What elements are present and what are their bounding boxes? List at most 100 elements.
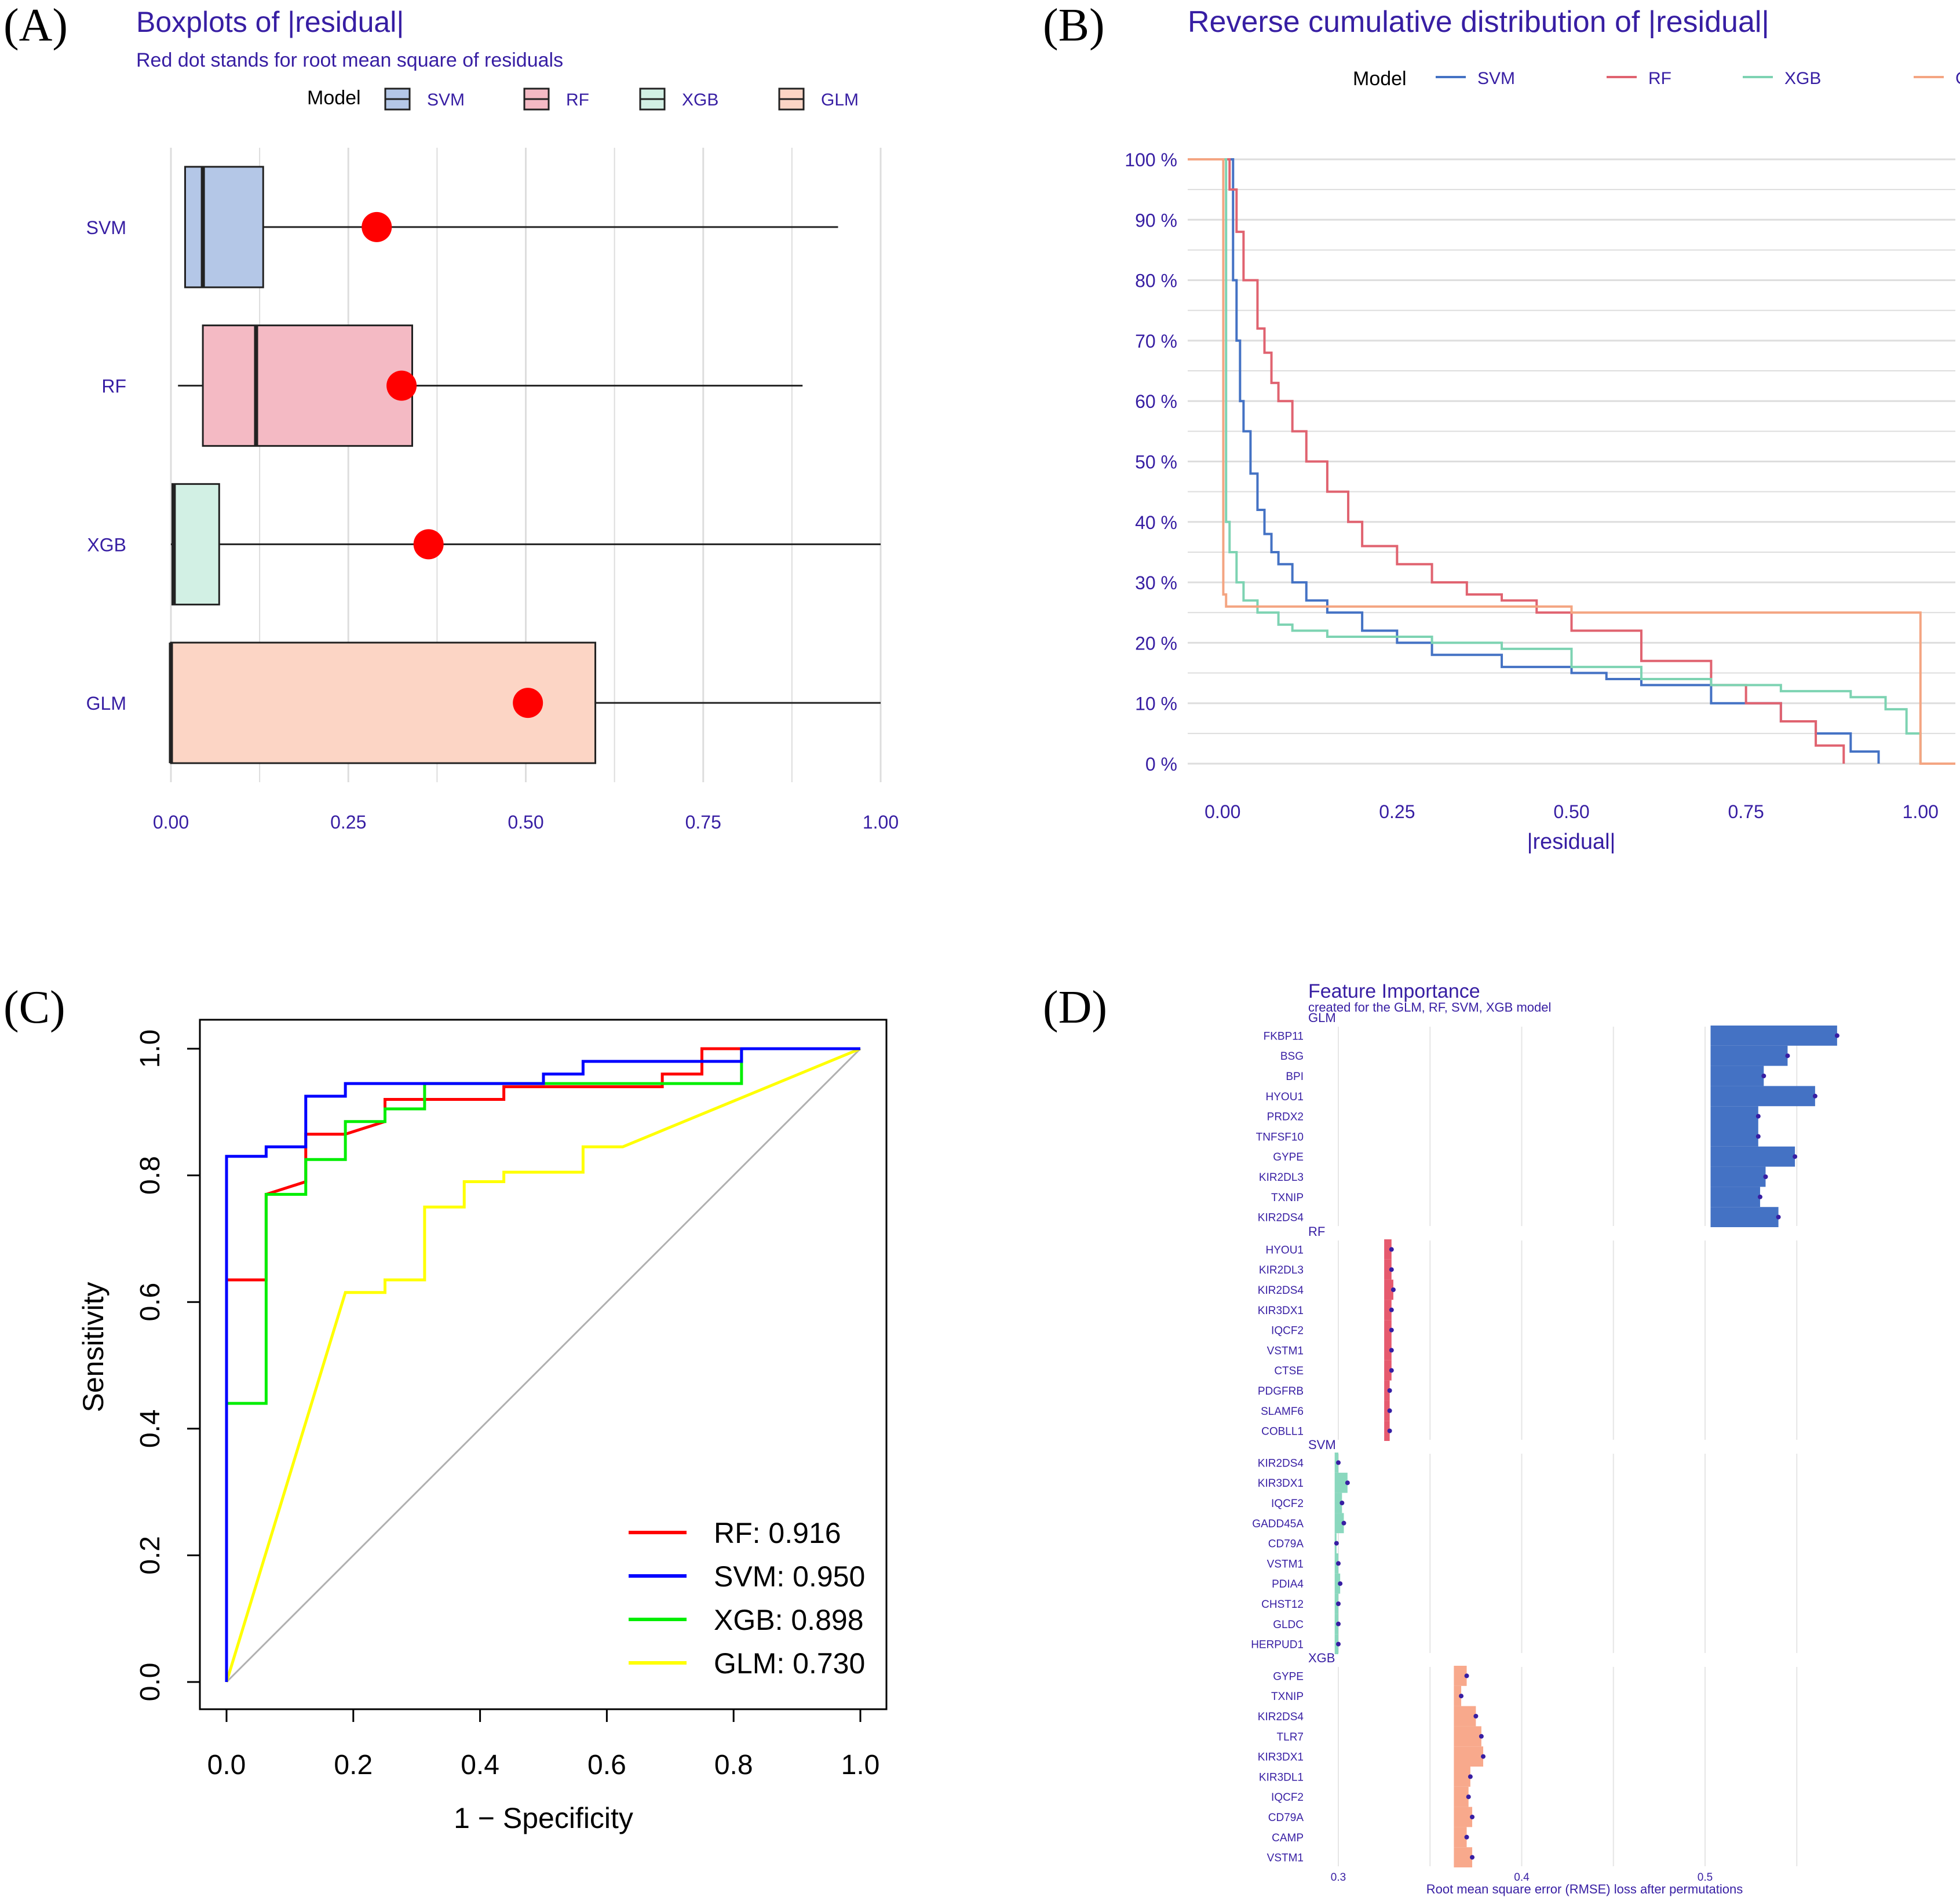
panel-d-bar-end-dot — [1387, 1388, 1392, 1393]
panel-c-ytick: 0.8 — [135, 1156, 166, 1195]
panel-d-feature-label: PDIA4 — [1272, 1578, 1304, 1590]
panel-d-feature-label: KIR2DL3 — [1259, 1172, 1304, 1184]
panel-a-ytick: SVM — [86, 217, 126, 238]
panel-b-ytick: 50 % — [1135, 452, 1177, 473]
panel-a-rmse-dot — [386, 370, 417, 401]
panel-d-facet-label: SVM — [1308, 1437, 1336, 1452]
panel-d-bar — [1384, 1360, 1392, 1381]
panel-a-xtick: 0.50 — [508, 812, 543, 833]
panel-d-bar — [1384, 1259, 1392, 1280]
panel-d-feature-label: IQCF2 — [1271, 1791, 1304, 1804]
panel-d-bar — [1334, 1472, 1348, 1493]
panel-d-bar — [1710, 1086, 1815, 1107]
panel-d-xtick: 0.4 — [1514, 1871, 1530, 1884]
panel-d-xlabel: Root mean square error (RMSE) loss after… — [1426, 1882, 1743, 1896]
panel-d-feature-label: SLAMF6 — [1261, 1406, 1304, 1418]
panel-d-bar — [1710, 1066, 1764, 1086]
panel-d-feature-label: KIR3DL1 — [1259, 1771, 1304, 1783]
panel-d-bar — [1454, 1666, 1467, 1686]
panel-d-facet-label: RF — [1308, 1224, 1325, 1239]
panel-d-bar-end-dot — [1812, 1093, 1817, 1099]
panel-d-bar — [1334, 1493, 1342, 1513]
panel-a-legend-label: GLM — [821, 90, 859, 110]
panel-c-ytick: 0.0 — [135, 1663, 166, 1702]
panel-d-bar-end-dot — [1761, 1074, 1766, 1078]
panel-a-subtitle: Red dot stands for root mean square of r… — [136, 49, 563, 71]
panel-d-feature-label: GADD45A — [1252, 1518, 1304, 1530]
panel-c-plot: 0.0 0.2 0.4 0.6 0.8 1.0 0.0 0.2 0.4 0.6 0.8 1.0 RF: … — [135, 1019, 888, 1780]
panel-b-plot: 0 % 10 % 20 % 30 % 40 % 50 % 60 % 70 % 80 % 90 % 1… — [1125, 149, 1955, 822]
panel-d-bar-end-dot — [1339, 1501, 1345, 1505]
panel-d-feature-label: KIR3DX1 — [1258, 1477, 1304, 1490]
panel-b-legend-label: XGB — [1784, 69, 1821, 88]
panel-b-series-line — [1188, 158, 1955, 765]
panel-d-title: Feature Importance — [1308, 980, 1480, 1002]
panel-d-feature-label: CD79A — [1268, 1538, 1304, 1550]
panel-b-ytick: 40 % — [1135, 512, 1177, 533]
panel-b-title: Reverse cumulative distribution of |resi… — [1188, 5, 1769, 39]
panel-d-bar-end-dot — [1389, 1327, 1394, 1333]
panel-b-legend-label: RF — [1648, 69, 1671, 88]
panel-d-bar-end-dot — [1481, 1754, 1486, 1759]
panel-b-xtick: 1.00 — [1903, 801, 1939, 822]
panel-d-bar — [1384, 1320, 1392, 1340]
panel-d-bar — [1710, 1126, 1758, 1147]
panel-d-bar — [1710, 1106, 1758, 1126]
panel-d-feature-label: IQCF2 — [1271, 1498, 1304, 1510]
panel-a-rmse-dot — [362, 211, 392, 242]
panel-d-bar — [1710, 1207, 1779, 1227]
panel-d-feature-label: PDGFRB — [1258, 1385, 1304, 1398]
panel-c-legend-label: SVM: 0.950 — [714, 1560, 865, 1593]
panel-b-xlabel: |residual| — [1527, 830, 1616, 854]
panel-d-bar-end-dot — [1464, 1834, 1469, 1840]
panel-c-xlabel: 1 − Specificity — [454, 1802, 633, 1834]
panel-d-bar — [1454, 1827, 1467, 1848]
panel-a-box — [171, 483, 220, 605]
panel-d-subtitle: created for the GLM, RF, SVM, XGB model — [1308, 1000, 1551, 1015]
panel-d-bar-end-dot — [1341, 1520, 1346, 1526]
panel-d-feature-label: KIR2DS4 — [1258, 1711, 1304, 1723]
panel-d-feature-label: GYPE — [1273, 1151, 1304, 1163]
panel-b-ytick: 20 % — [1135, 633, 1177, 654]
panel-c-xtick: 0.4 — [461, 1750, 499, 1780]
panel-d-feature-importance: Feature Importance created for the GLM, … — [1251, 980, 1839, 1896]
panel-d-bar-end-dot — [1755, 1134, 1761, 1139]
panel-d-feature-label: GLDC — [1273, 1619, 1304, 1631]
panel-d-bar — [1710, 1146, 1795, 1167]
panel-d-feature-label: CD79A — [1268, 1812, 1304, 1824]
panel-b-ytick: 10 % — [1135, 694, 1177, 714]
panel-d-bar — [1454, 1767, 1470, 1787]
panel-c-legend-label: RF: 0.916 — [714, 1517, 841, 1549]
panel-b-legend-label: GLM — [1955, 69, 1960, 88]
panel-d-bar-end-dot — [1336, 1601, 1341, 1606]
panel-b-xtick: 0.00 — [1205, 801, 1240, 822]
panel-c-xtick: 0.0 — [207, 1750, 246, 1780]
panel-c-xtick: 1.0 — [841, 1750, 880, 1780]
panel-d-bar — [1454, 1786, 1469, 1807]
panel-a-legend-title: Model — [307, 87, 361, 109]
panel-b-xtick: 0.25 — [1379, 801, 1415, 822]
panel-d-feature-label: TXNIP — [1271, 1192, 1304, 1204]
panel-c-legend-label: GLM: 0.730 — [714, 1647, 865, 1680]
panel-d-bar-end-dot — [1466, 1794, 1471, 1800]
panel-d-feature-label: HERPUD1 — [1251, 1639, 1304, 1651]
panel-d-feature-label: IQCF2 — [1271, 1325, 1304, 1337]
panel-d-bar-end-dot — [1336, 1621, 1341, 1626]
panel-c-ytick: 1.0 — [135, 1030, 166, 1068]
panel-d-bar-end-dot — [1470, 1815, 1475, 1819]
panel-a-xtick: 0.00 — [153, 812, 189, 833]
panel-d-bar — [1384, 1279, 1393, 1300]
panel-d-feature-label: HYOU1 — [1266, 1091, 1304, 1103]
panel-d-facet-label: XGB — [1308, 1651, 1335, 1665]
panel-b-ytick: 60 % — [1135, 391, 1177, 412]
panel-d-bar — [1384, 1400, 1390, 1421]
panel-d-bar-end-dot — [1387, 1428, 1392, 1433]
panel-d-bar — [1710, 1045, 1788, 1066]
panel-a-ytick: GLM — [86, 693, 126, 714]
panel-c-roc-curve — [225, 1047, 860, 1682]
panel-a-ytick: RF — [101, 376, 126, 397]
panel-d-feature-label: KIR2DS4 — [1258, 1212, 1304, 1224]
panel-d-feature-label: BSG — [1280, 1050, 1304, 1063]
panel-d-bar-end-dot — [1389, 1348, 1394, 1353]
